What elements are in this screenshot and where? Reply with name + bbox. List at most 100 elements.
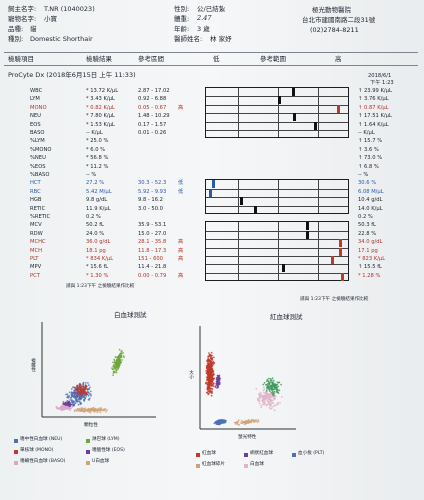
row-test-name: %MONO (30, 146, 52, 153)
trend-note-left: 請與 1:23下午 之檢驗結果作比較 (66, 284, 135, 289)
row-reference-range: 35.9 - 53.1 (138, 222, 167, 229)
row-previous-value: ↑ 6.8 % (358, 163, 379, 170)
species-label: 品種: (8, 25, 24, 33)
history-time: 下午 1:23 (370, 80, 394, 86)
row-reference-range: 151 - 600 (138, 256, 163, 262)
doctor-label: 醫師姓名: (174, 35, 203, 43)
range-divider (318, 180, 320, 213)
row-test-name: PCT (30, 272, 40, 279)
row-divider (206, 264, 348, 266)
col-item-header: 檢驗項目 (8, 55, 34, 63)
baso-cluster (55, 405, 74, 412)
row-test-name: %EOS (30, 163, 46, 170)
legend-label: 血小板 (PLT) (298, 451, 325, 456)
row-previous-value: ↑ 3.6 % (358, 146, 379, 153)
row-previous-value: ↑ 3.76 K/μL (358, 96, 389, 103)
row-reference-range: 30.3 - 52.3 (138, 180, 167, 187)
legend-swatch (86, 450, 90, 454)
legend-swatch (86, 439, 90, 443)
row-result-value: 11.9 K/μL (86, 205, 111, 212)
row-result-value: -- K/μL (86, 130, 103, 136)
row-level-marker (254, 205, 257, 214)
row-reference-range: 11.4 - 21.8 (138, 264, 167, 271)
history-date: 2018/6/1 (368, 73, 392, 79)
row-reference-range: 2.87 - 17.02 (138, 88, 170, 94)
col-ref-range-header: 參考範圍 (260, 55, 286, 63)
sex-value: 公/已結紮 (197, 5, 226, 13)
range-bar-group (205, 87, 349, 139)
legend-swatch (14, 450, 18, 454)
row-result-value: 24.0 % (86, 230, 105, 237)
pet-label: 寵物名字: (8, 15, 37, 23)
row-test-name: RETIC (30, 205, 46, 212)
row-divider (206, 272, 348, 274)
range-bar-group (205, 179, 349, 214)
row-level-marker (339, 247, 343, 256)
range-divider (278, 180, 279, 213)
row-flag: 低 (178, 180, 184, 187)
row-test-name: NEU (30, 113, 41, 120)
row-result-value: 5.42 M/μL (86, 188, 112, 195)
rbc-chart-title: 紅血球測試 (270, 313, 303, 321)
row-previous-value: -- % (358, 172, 369, 178)
range-divider (318, 88, 320, 138)
species-value: 貓 (30, 25, 37, 33)
row-level-marker (339, 239, 343, 248)
wbc-xlabel: 顆粒性 (84, 423, 98, 428)
wbc-scatter-plot (41, 322, 156, 418)
range-divider (237, 180, 239, 213)
row-previous-value: ↑ 23.99 K/μL (358, 88, 392, 94)
row-test-name: %LYM (30, 138, 45, 145)
row-previous-value: ↑ 15.5 fL (358, 264, 382, 271)
row-reference-range: 3.0 - 50.0 (138, 205, 163, 212)
row-divider (206, 188, 348, 190)
row-flag: 低 (178, 188, 184, 195)
age-value: 3 歲 (197, 25, 210, 33)
row-previous-value: * 823 K/μL (358, 256, 386, 262)
legend-swatch (14, 439, 18, 443)
rbc-ylabel: 大小 (188, 370, 194, 380)
row-level-marker (336, 104, 340, 113)
legend-label: U白血球 (92, 459, 110, 464)
row-result-value: * 1.30 % (86, 272, 109, 279)
row-reference-range: 5.92 - 9.93 (138, 188, 167, 195)
row-result-value: * 1.53 K/μL (86, 121, 115, 128)
row-previous-value: 6.08 M/μL (358, 188, 384, 195)
row-test-name: %NEU (30, 155, 46, 162)
owner-label: 飼主名字: (8, 5, 37, 13)
legend-label: 網狀紅血球 (250, 451, 273, 456)
row-divider (206, 247, 348, 249)
row-previous-value: 34.0 g/dL (358, 239, 383, 246)
row-level-marker (293, 113, 297, 122)
legend-swatch (244, 464, 248, 468)
owner-value: T.NR (1040023) (44, 5, 95, 13)
divider (4, 65, 418, 66)
legend-swatch (244, 453, 248, 457)
row-divider (206, 205, 348, 207)
breed-label: 種別: (8, 35, 24, 43)
analyzer-title: ProCyte Dx (2018年6月15日 上午 11:33) (8, 71, 136, 79)
row-previous-value: ↑ 73.0 % (358, 155, 383, 162)
row-flag: 高 (178, 256, 184, 262)
row-previous-value: -- K/μL (358, 130, 375, 136)
row-reference-range: 11.8 - 17.3 (138, 247, 167, 254)
row-reference-range: 1.48 - 10.29 (138, 113, 170, 120)
row-previous-value: 30.6 % (358, 180, 377, 187)
hospital-address: 台北市建國南路二段31號 (302, 16, 376, 24)
row-result-value: 0.2 % (86, 214, 101, 220)
hospital-phone: (02)2784-8211 (310, 26, 359, 34)
row-result-value: * 15.6 fL (86, 264, 109, 271)
range-bar-group (205, 221, 349, 282)
row-previous-value: ↑ 1.64 K/μL (358, 121, 389, 128)
row-test-name: RDW (30, 230, 43, 237)
legend-label: 單核球 (MONO) (20, 448, 54, 453)
col-ref-header: 參考區間 (138, 55, 164, 63)
sex-label: 性別: (174, 5, 190, 13)
row-divider (206, 104, 348, 106)
row-divider (206, 197, 348, 199)
row-test-name: WBC (30, 88, 43, 94)
row-result-value: 27.2 % (86, 180, 105, 187)
lym-cluster (111, 348, 125, 377)
row-result-value: 18.1 pg (86, 247, 106, 254)
row-divider (206, 255, 348, 257)
